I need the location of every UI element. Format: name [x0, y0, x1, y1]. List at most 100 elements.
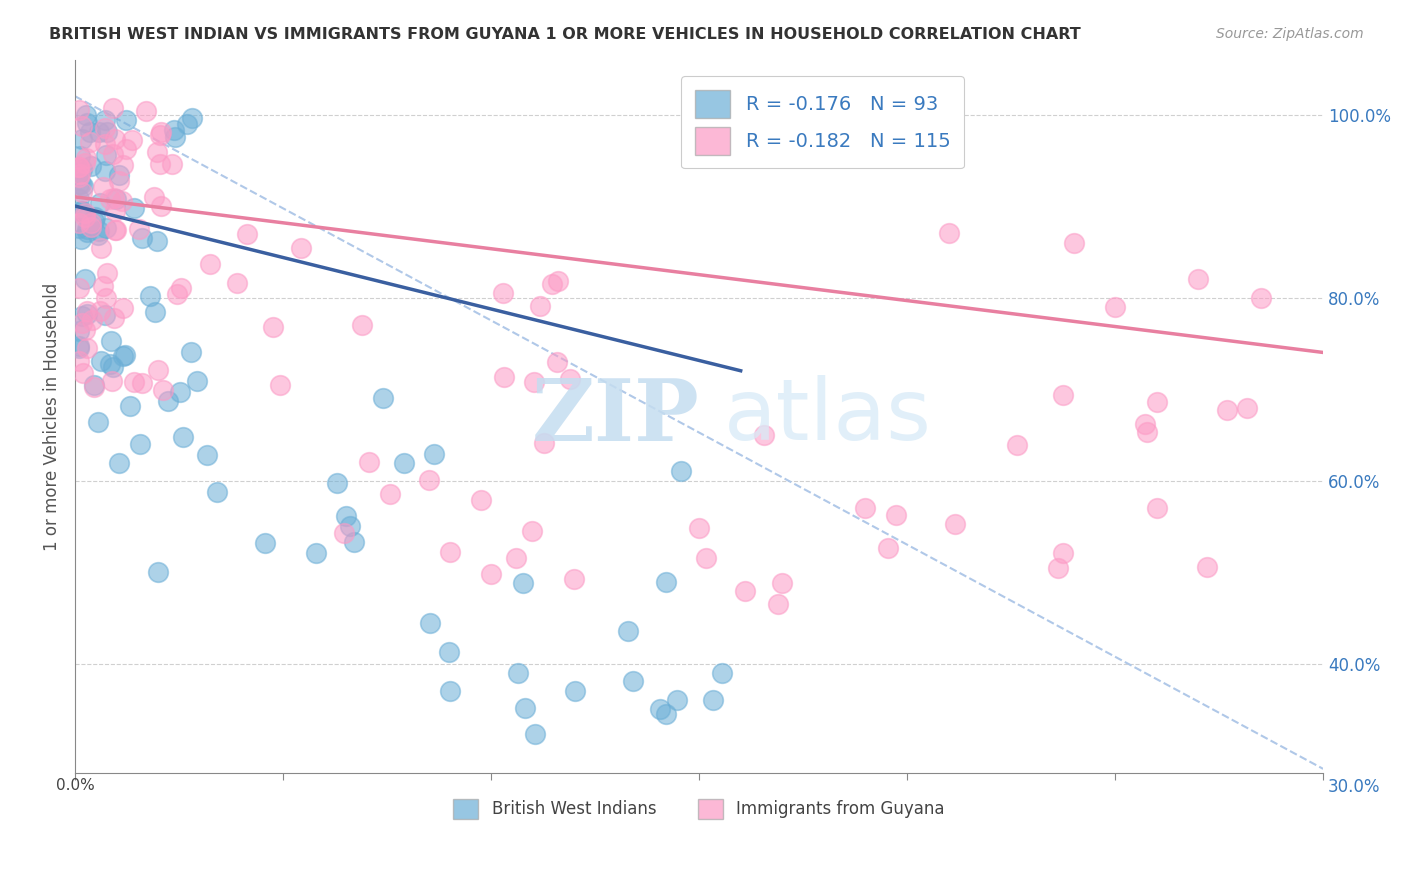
Point: [145, 145, 167, 159]
Point: [541, 277, 564, 292]
Point: [70, 204, 93, 219]
Point: [505, 551, 527, 566]
Text: ZIP: ZIP: [531, 375, 699, 458]
Point: [94, 121, 117, 136]
Point: [75, 211, 97, 225]
Point: [1007, 438, 1029, 452]
Point: [103, 191, 125, 205]
Point: [87, 125, 110, 139]
Point: [91, 279, 114, 293]
Point: [546, 355, 568, 369]
Point: [135, 104, 157, 119]
Point: [766, 597, 789, 611]
Point: [943, 516, 966, 531]
Point: [101, 146, 124, 161]
Point: [112, 350, 135, 364]
Point: [73, 206, 96, 220]
Point: [734, 583, 756, 598]
Point: [94, 112, 117, 127]
Point: [617, 624, 640, 638]
Point: [195, 448, 218, 462]
Point: [94, 164, 117, 178]
Point: [1146, 395, 1168, 409]
Point: [1236, 401, 1258, 416]
Point: [83, 378, 105, 392]
Point: [131, 376, 153, 390]
Point: [373, 391, 395, 405]
Point: [378, 487, 401, 501]
Text: 30.0%: 30.0%: [1327, 778, 1379, 796]
Point: [72, 366, 94, 380]
Point: [669, 465, 692, 479]
Point: [702, 692, 724, 706]
Point: [69, 149, 91, 163]
Point: [513, 701, 536, 715]
Point: [67, 160, 90, 174]
Point: [75, 323, 97, 337]
Point: [752, 427, 775, 442]
Point: [118, 399, 141, 413]
Point: [143, 305, 166, 319]
Point: [1052, 546, 1074, 560]
Point: [290, 241, 312, 255]
Point: [180, 111, 202, 125]
Point: [529, 299, 551, 313]
Point: [148, 363, 170, 377]
Point: [94, 220, 117, 235]
Point: [103, 204, 125, 219]
Point: [655, 707, 678, 722]
Point: [149, 157, 172, 171]
Point: [100, 334, 122, 348]
Point: [131, 231, 153, 245]
Point: [1047, 561, 1070, 575]
Point: [419, 615, 441, 630]
Point: [82, 313, 104, 327]
Point: [115, 142, 138, 156]
Point: [90, 354, 112, 368]
Point: [96, 291, 118, 305]
Point: [79, 159, 101, 173]
Y-axis label: 1 or more Vehicles in Household: 1 or more Vehicles in Household: [44, 283, 60, 550]
Point: [69, 177, 91, 191]
Point: [67, 216, 90, 230]
Point: [75, 151, 97, 165]
Point: [146, 566, 169, 580]
Point: [180, 345, 202, 359]
Point: [254, 535, 277, 549]
Point: [79, 125, 101, 139]
Point: [648, 702, 671, 716]
Point: [96, 125, 118, 139]
Point: [83, 213, 105, 227]
Point: [142, 190, 165, 204]
Point: [710, 665, 733, 680]
Point: [1104, 300, 1126, 314]
Point: [72, 161, 94, 176]
Point: [225, 277, 247, 291]
Point: [67, 166, 90, 180]
Point: [392, 456, 415, 470]
Point: [67, 341, 90, 355]
Point: [98, 192, 121, 206]
Point: [128, 437, 150, 451]
Point: [67, 324, 90, 338]
Point: [104, 132, 127, 146]
Point: [152, 383, 174, 397]
Text: Source: ZipAtlas.com: Source: ZipAtlas.com: [1216, 27, 1364, 41]
Point: [83, 380, 105, 394]
Point: [111, 194, 134, 209]
Point: [1187, 272, 1209, 286]
Point: [67, 338, 90, 352]
Point: [1052, 388, 1074, 402]
Point: [621, 673, 644, 688]
Point: [124, 202, 146, 216]
Point: [533, 435, 555, 450]
Text: 0.0%: 0.0%: [56, 778, 94, 793]
Point: [72, 179, 94, 194]
Point: [73, 271, 96, 285]
Point: [150, 199, 173, 213]
Point: [89, 304, 111, 318]
Point: [67, 170, 90, 185]
Point: [205, 484, 228, 499]
Point: [352, 318, 374, 332]
Point: [108, 456, 131, 470]
